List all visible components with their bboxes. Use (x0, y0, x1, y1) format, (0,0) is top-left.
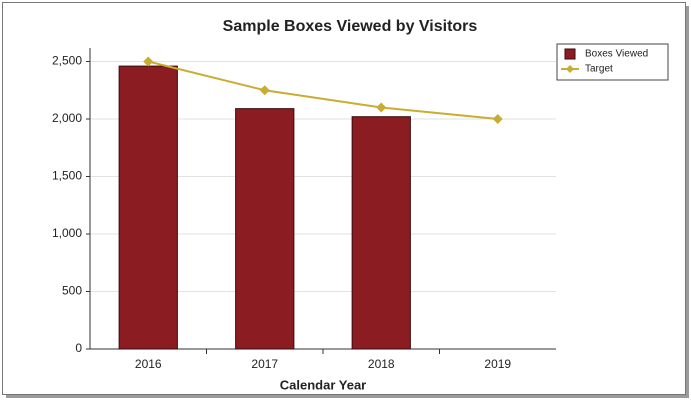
y-tick-label: 1,500 (52, 169, 82, 183)
line (148, 60, 498, 120)
y-tick-label: 0 (75, 341, 82, 355)
line-marker (376, 102, 387, 113)
x-tick-label: 2018 (368, 357, 395, 371)
line-marker (259, 85, 270, 96)
legend-marker (566, 65, 574, 73)
x-tick-label: 2017 (251, 357, 278, 371)
line-marker (492, 114, 503, 124)
chart-title: Sample Boxes Viewed by Visitors (223, 18, 478, 35)
bar (118, 65, 178, 350)
y-tick-label: 2,500 (52, 54, 82, 68)
legend-label: Target (585, 64, 613, 75)
x-axis-label: Calendar Year (280, 377, 366, 392)
line-marker (143, 56, 154, 67)
bar (351, 116, 411, 350)
legend-label: Boxes Viewed (585, 49, 648, 60)
y-tick-label: 1,000 (52, 226, 82, 240)
x-tick-label: 2019 (484, 357, 511, 371)
x-tick-label: 2016 (135, 357, 162, 371)
y-tick-label: 2,000 (52, 111, 82, 125)
y-tick-label: 500 (62, 284, 82, 298)
bar (235, 108, 295, 350)
legend-swatch (564, 48, 576, 60)
